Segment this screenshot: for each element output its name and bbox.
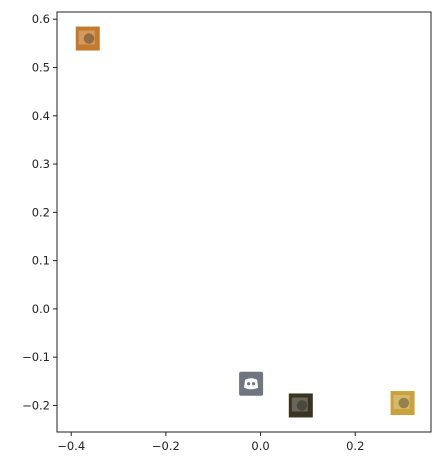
y-tick-label: 0.6 xyxy=(32,12,50,26)
scatter-point-image-thumbnail-icon xyxy=(75,26,100,51)
y-tick-label: −0.1 xyxy=(22,350,50,364)
scatter-point-image-thumbnail-icon xyxy=(390,391,415,416)
y-tick-label: 0.3 xyxy=(32,157,50,171)
y-tick-label: 0.4 xyxy=(32,109,50,123)
plot-frame xyxy=(56,11,432,433)
scatter-point-discord-logo-icon xyxy=(239,371,264,396)
y-tick-label: 0.1 xyxy=(32,254,50,268)
scatter-points xyxy=(75,26,415,418)
y-tick-label: 0.5 xyxy=(32,61,50,75)
y-axis-ticks: −0.2 −0.1 0.0 0.1 0.2 0.3 0.4 0.5 0.6 xyxy=(22,12,57,412)
y-tick-label: 0.0 xyxy=(32,302,50,316)
scatter-point-image-thumbnail-icon xyxy=(288,393,313,418)
y-tick-label: −0.2 xyxy=(22,398,50,412)
x-tick-label: 0.0 xyxy=(251,439,269,453)
x-tick-label: 0.2 xyxy=(346,439,364,453)
y-tick-label: 0.2 xyxy=(32,205,50,219)
x-tick-label: −0.2 xyxy=(152,439,180,453)
x-tick-label: −0.4 xyxy=(57,439,85,453)
x-axis-ticks: −0.4 −0.2 0.0 0.2 xyxy=(57,432,364,453)
